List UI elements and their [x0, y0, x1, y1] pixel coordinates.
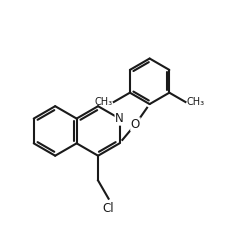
Text: O: O — [131, 118, 140, 131]
Text: CH₃: CH₃ — [187, 97, 205, 107]
Text: Cl: Cl — [103, 202, 114, 215]
Text: N: N — [115, 112, 124, 125]
Text: CH₃: CH₃ — [94, 97, 113, 107]
